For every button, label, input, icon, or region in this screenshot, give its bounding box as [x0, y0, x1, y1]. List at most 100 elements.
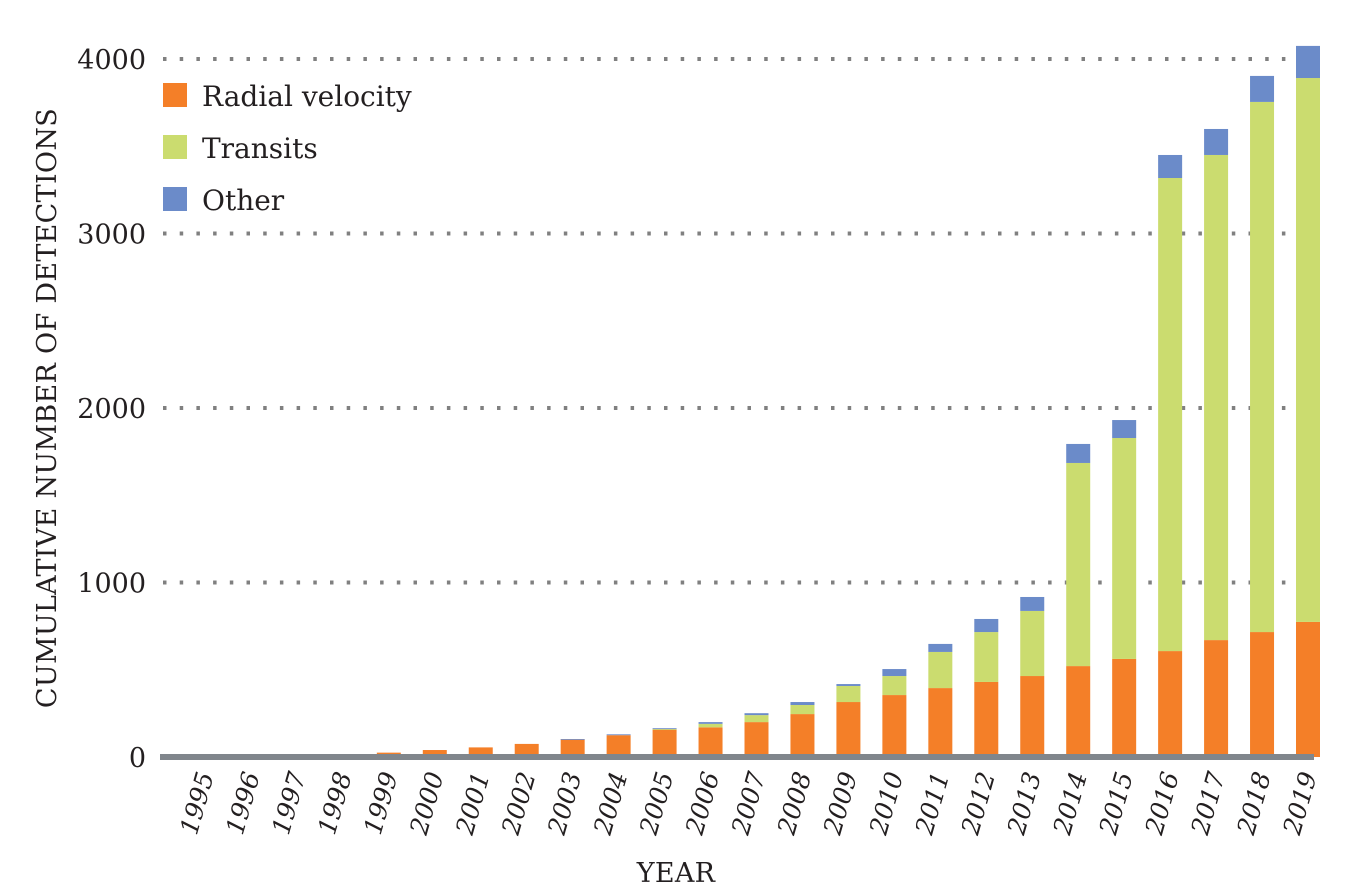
x-tick-label: 1996: [220, 769, 265, 838]
bar-stack-2011: [928, 643, 953, 757]
bar-transits-2019: [1296, 78, 1320, 622]
x-tick-label: 2013: [1001, 769, 1047, 839]
x-tick-label: 1997: [266, 769, 311, 838]
bar-radial-velocity-2000: [422, 750, 447, 757]
legend-label: Transits: [202, 132, 318, 165]
bar-transits-2005: [652, 729, 677, 730]
bar-transits-2015: [1112, 438, 1137, 659]
bar-other-2018: [1250, 75, 1275, 102]
bar-stack-2010: [882, 669, 907, 757]
bar-transits-2007: [744, 715, 769, 723]
bar-radial-velocity-2001: [468, 747, 493, 757]
x-tick-label: 2007: [726, 769, 772, 839]
bar-stack-2017: [1204, 128, 1229, 757]
x-tick-label: 2011: [909, 769, 955, 839]
legend-label: Radial velocity: [202, 80, 412, 113]
x-tick-label: 2004: [588, 769, 634, 839]
bar-other-2004: [606, 734, 631, 736]
y-tick-label: 2000: [77, 394, 146, 425]
bar-transits-2010: [882, 676, 907, 696]
bar-radial-velocity-2007: [744, 722, 769, 757]
legend-item-transits: Transits: [163, 132, 318, 165]
bar-other-2017: [1204, 128, 1229, 155]
legend-swatch: [163, 187, 187, 211]
bar-radial-velocity-2019: [1296, 621, 1320, 757]
y-tick-label: 0: [129, 743, 146, 774]
bar-radial-velocity-2003: [560, 739, 585, 757]
x-tick-label: 1999: [358, 769, 403, 838]
x-tick-label: 2016: [1139, 769, 1185, 839]
bar-stack-2008: [790, 702, 815, 757]
bar-stack-2002: [514, 743, 539, 757]
x-axis-title: YEAR: [636, 858, 716, 889]
bar-stack-2015: [1112, 420, 1137, 757]
bar-other-2016: [1158, 154, 1183, 179]
bar-radial-velocity-2016: [1158, 651, 1183, 757]
legend-swatch: [163, 135, 187, 159]
bar-radial-velocity-2006: [698, 727, 723, 757]
bar-stack-2012: [974, 618, 999, 757]
bar-radial-velocity-2017: [1204, 640, 1229, 757]
bar-other-2012: [974, 618, 999, 633]
bar-radial-velocity-2012: [974, 681, 999, 757]
bar-radial-velocity-2002: [514, 743, 539, 757]
bar-radial-velocity-2011: [928, 688, 953, 757]
x-tick-label: 2012: [955, 769, 1001, 839]
bar-stack-2018: [1250, 75, 1275, 757]
bar-transits-2011: [928, 651, 953, 689]
x-tick-label: 2009: [817, 769, 863, 839]
x-tick-label: 2017: [1185, 769, 1231, 839]
bar-radial-velocity-2015: [1112, 658, 1137, 757]
x-tick-label: 2008: [772, 769, 818, 839]
bar-transits-2018: [1250, 101, 1275, 633]
bar-radial-velocity-2014: [1066, 666, 1091, 757]
bar-radial-velocity-2005: [652, 729, 677, 757]
x-tick-label: 2002: [496, 769, 542, 839]
bar-radial-velocity-2004: [606, 735, 631, 757]
bar-stack-2009: [836, 684, 861, 757]
x-tick-label: 1995: [174, 769, 219, 838]
bar-stack-2001: [468, 747, 493, 757]
bar-other-2007: [744, 713, 769, 716]
legend-item-radial-velocity: Radial velocity: [163, 80, 412, 113]
bars: [193, 45, 1320, 758]
bar-transits-2008: [790, 704, 815, 715]
bar-radial-velocity-2008: [790, 714, 815, 757]
bar-other-2005: [652, 728, 677, 730]
y-axis-title: CUMULATIVE NUMBER OF DETECTIONS: [32, 108, 63, 708]
x-tick-label: 2001: [450, 769, 496, 839]
bar-other-2013: [1020, 596, 1045, 611]
bar-transits-2009: [836, 685, 861, 703]
x-tick-label: 2019: [1277, 769, 1323, 839]
bar-other-2003: [560, 739, 585, 740]
x-tick-label: 2005: [634, 769, 680, 839]
legend: Radial velocity Transits Other: [163, 80, 412, 217]
bar-stack-2007: [744, 713, 769, 757]
x-axis-ticks: 1995 1996 1997 1998 1999 2000 2001 2002 2003 2004…: [174, 769, 1322, 839]
bar-stack-2004: [606, 734, 631, 757]
bar-other-2010: [882, 669, 907, 677]
x-tick-label: 2010: [863, 769, 909, 839]
x-tick-label: 2006: [680, 769, 726, 839]
bar-radial-velocity-2013: [1020, 676, 1045, 757]
x-tick-label: 2015: [1093, 769, 1139, 839]
bar-stack-2016: [1158, 154, 1183, 757]
bar-radial-velocity-2018: [1250, 632, 1275, 757]
bar-stack-2019: [1296, 45, 1320, 757]
bar-stack-2005: [652, 728, 677, 757]
x-tick-label: 2014: [1047, 769, 1093, 839]
bar-stack-2006: [698, 722, 723, 757]
bar-transits-2006: [698, 723, 723, 728]
bar-stack-2013: [1020, 596, 1045, 757]
bar-other-2011: [928, 643, 953, 652]
legend-swatch: [163, 83, 187, 107]
gridlines: [163, 57, 1300, 585]
bar-stack-2014: [1066, 443, 1091, 757]
legend-item-other: Other: [163, 184, 285, 217]
y-tick-label: 3000: [77, 220, 146, 251]
y-tick-label: 1000: [77, 569, 146, 600]
bar-other-2019: [1296, 45, 1320, 79]
bar-transits-2013: [1020, 610, 1045, 677]
legend-label: Other: [202, 184, 285, 217]
